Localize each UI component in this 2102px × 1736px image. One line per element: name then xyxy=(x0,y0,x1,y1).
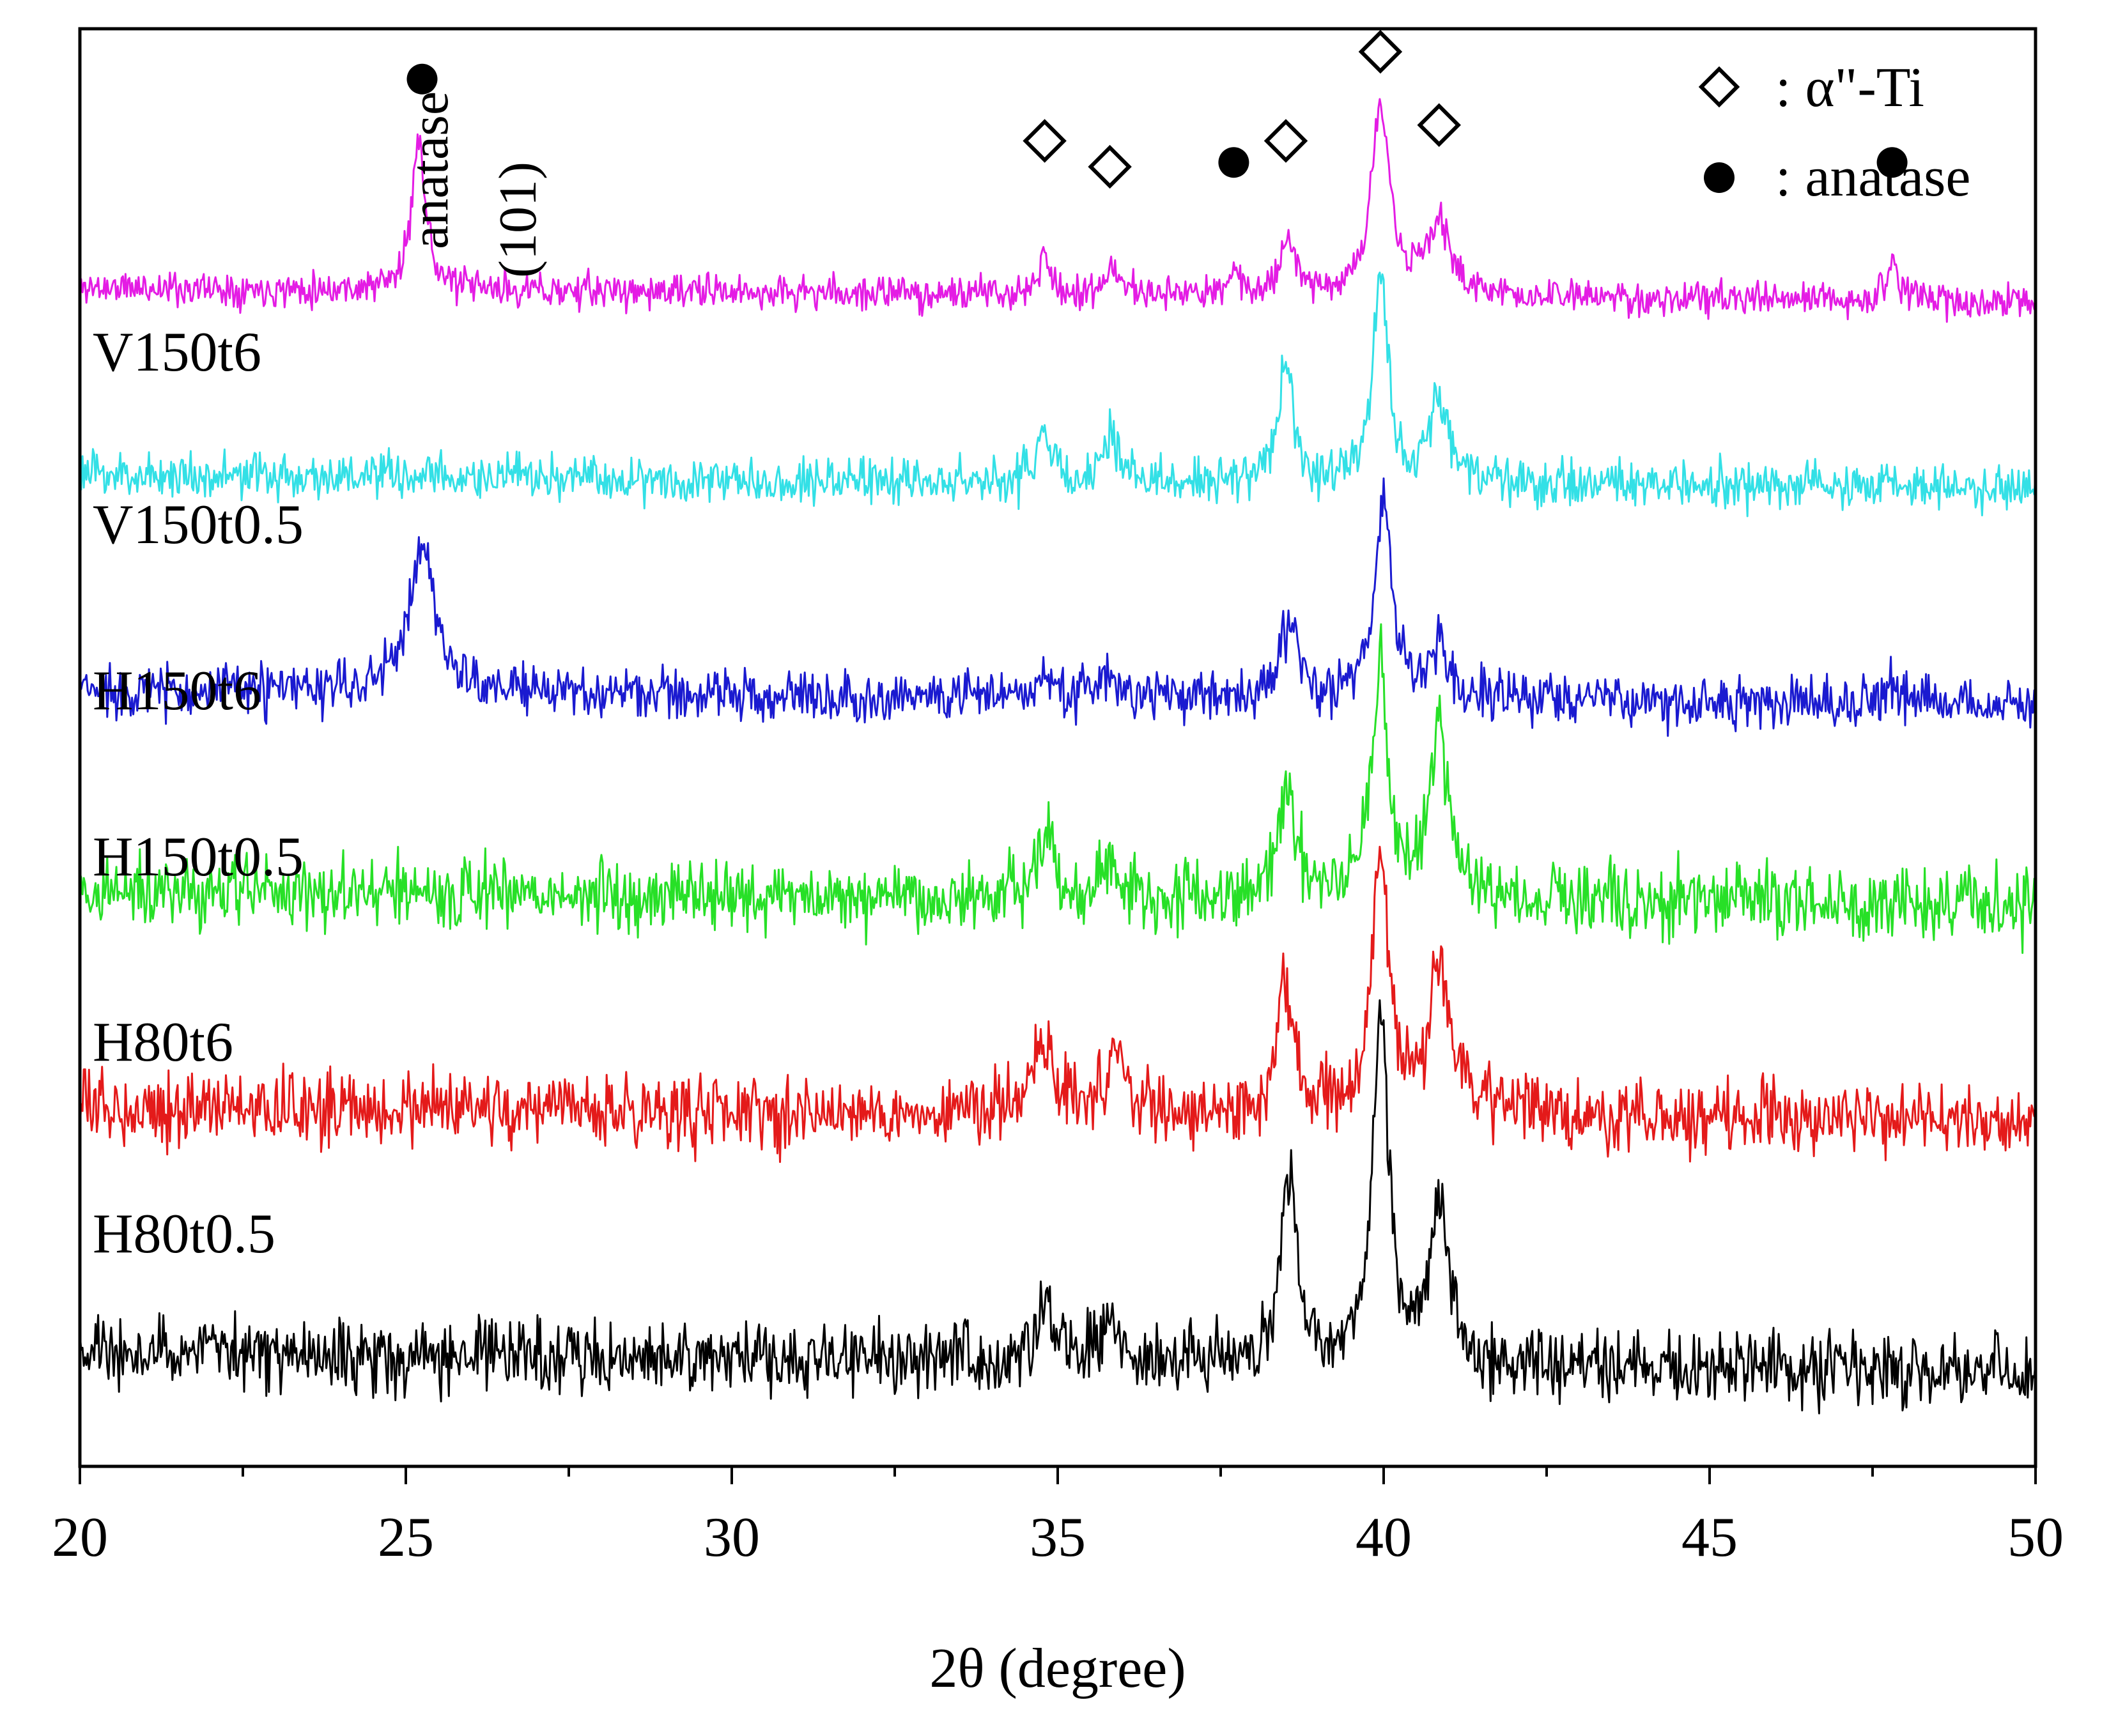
x-axis: 20 25 30 35 40 45 50 xyxy=(52,1466,2064,1569)
series-label-h80t6: H80t6 xyxy=(93,1011,233,1073)
series-line-v150t6 xyxy=(79,98,2037,323)
series-line-v150t05 xyxy=(79,272,2037,518)
series-line-h150t05 xyxy=(79,623,2037,954)
anatase-peak-label: anatase xyxy=(400,91,460,249)
x-axis-title: 2θ (degree) xyxy=(929,1638,1186,1700)
anatase-marker-icon xyxy=(1876,147,1908,178)
legend-anatase-label: : anatase xyxy=(1775,146,1970,208)
alpha-ti-marker-icon xyxy=(1358,29,1403,74)
x-tick-label: 25 xyxy=(378,1507,434,1569)
series-label-v150t05: V150t0.5 xyxy=(93,494,304,556)
x-tick-label: 20 xyxy=(52,1507,108,1569)
anatase-marker-icon xyxy=(1218,147,1249,178)
legend: : α"-Ti : anatase xyxy=(1698,57,1970,208)
series-line-h80t6 xyxy=(79,845,2036,1164)
legend-open-diamond-icon xyxy=(1698,66,1740,108)
x-tick-label: 45 xyxy=(1681,1507,1738,1569)
marker-layer xyxy=(406,29,1908,189)
x-tick-label: 40 xyxy=(1356,1507,1412,1569)
alpha-ti-marker-icon xyxy=(1264,119,1308,163)
anatase-101-label: (101) xyxy=(488,162,548,278)
series-label-h150t05: H150t0.5 xyxy=(93,826,304,888)
series-label-h80t05: H80t0.5 xyxy=(93,1203,275,1265)
alpha-ti-marker-icon xyxy=(1088,144,1132,189)
anatase-marker-icon xyxy=(406,63,438,95)
x-tick-label: 50 xyxy=(2007,1507,2064,1569)
alpha-ti-marker-icon xyxy=(1023,119,1067,163)
alpha-ti-marker-icon xyxy=(1417,103,1461,147)
series-line-h150t6 xyxy=(79,477,2037,737)
x-tick-label: 30 xyxy=(704,1507,760,1569)
x-tick-label: 35 xyxy=(1030,1507,1086,1569)
legend-filled-circle-icon xyxy=(1704,162,1735,193)
legend-alpha-ti-label: : α"-Ti xyxy=(1775,57,1924,119)
series-label-h150t6: H150t6 xyxy=(93,660,261,722)
series-label-v150t6: V150t6 xyxy=(93,321,261,383)
series-line-h80t05 xyxy=(79,999,2037,1415)
series-layer xyxy=(79,98,2037,1415)
